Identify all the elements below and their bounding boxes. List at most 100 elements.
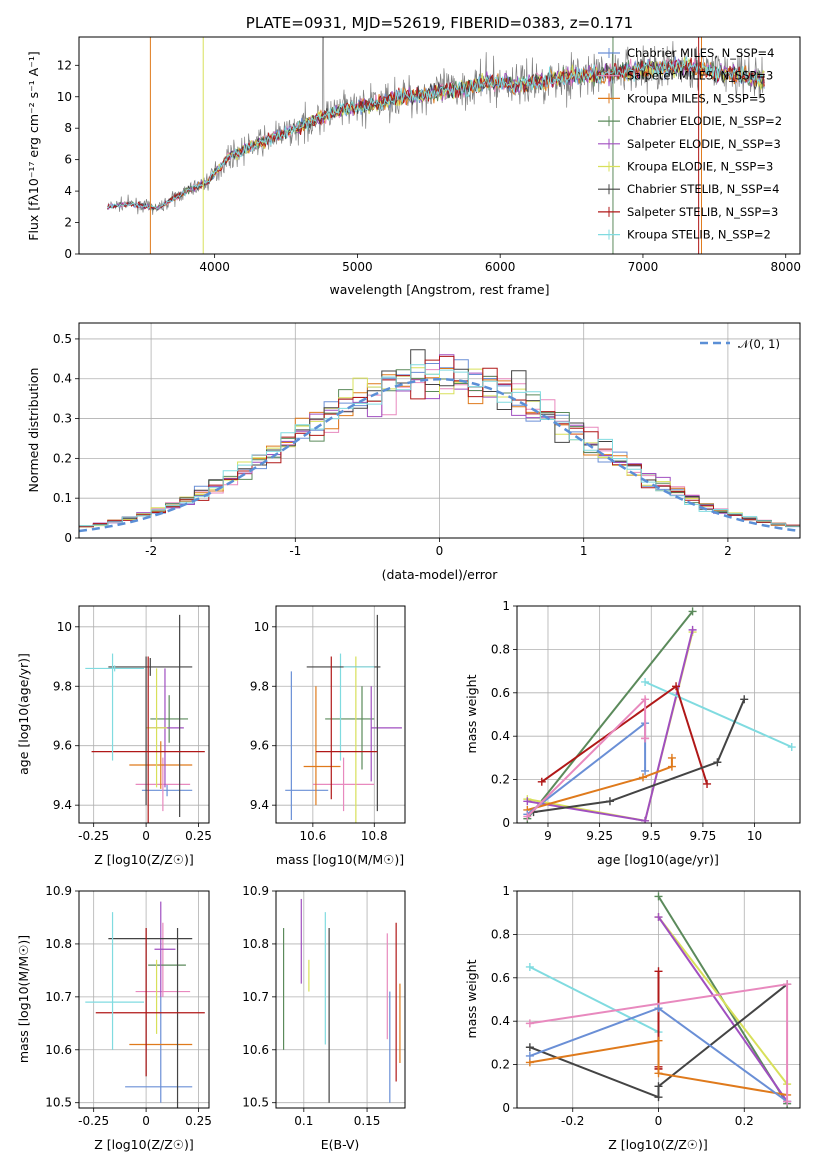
y-tick-label: 10.6 [242, 1043, 269, 1057]
weight-point-marker [667, 762, 676, 771]
weight-point-marker [703, 779, 712, 788]
x-tick-label: 9.75 [690, 829, 717, 843]
y-tick-label: 10 [254, 620, 269, 634]
x-tick-label: 9.5 [642, 829, 661, 843]
x-tick-label: 1 [580, 544, 588, 558]
y-tick-label: 0 [64, 247, 72, 261]
weight-point-marker [641, 766, 650, 775]
residual-histogram [79, 355, 800, 528]
y-tick-label: 10.9 [242, 884, 269, 898]
weight-series-line [529, 966, 659, 1033]
y-tick-label: 9.6 [250, 739, 269, 753]
weight-point-marker [537, 777, 546, 786]
legend-label: Salpeter STELIB, N_SSP=3 [627, 205, 778, 219]
x-tick-label: 0 [142, 1114, 150, 1128]
weight-point-marker [654, 913, 663, 922]
legend-label: Kroupa STELIB, N_SSP=2 [627, 228, 771, 242]
weight-point-marker [688, 625, 697, 634]
weight-point-marker [641, 734, 650, 743]
y-tick-label: 0.4 [491, 729, 510, 743]
weight-series-line [657, 916, 788, 1085]
legend-label: Chabrier STELIB, N_SSP=4 [627, 182, 779, 196]
x-tick-label: 0.25 [185, 829, 212, 843]
weight-point-marker [523, 797, 532, 806]
legend-label: Chabrier MILES, N_SSP=4 [627, 46, 774, 60]
x-tick-label: 0 [142, 829, 150, 843]
y-tick-label: 10.9 [45, 884, 72, 898]
age-vs-mass-panel: 10.6 10.8 9.4 9.6 9.8 10 mass [log10(M/M☉)] [250, 605, 406, 867]
weight-point-marker [525, 1043, 534, 1052]
legend-label: 𝒩(0, 1) [738, 337, 780, 351]
age-vs-mass-xlabel: mass [log10(M/M☉)] [276, 852, 404, 867]
normal-reference-curve [79, 377, 800, 533]
weight-point-marker [654, 967, 663, 976]
y-tick-label: 9.8 [250, 679, 269, 693]
spectrum-panel: 4000 5000 6000 7000 8000 0 2 4 6 8 10 12 PLATE=0931… [26, 14, 801, 297]
y-tick-label: 10 [57, 620, 72, 634]
weight-point-marker [654, 1004, 663, 1013]
weight-point-marker [641, 695, 650, 704]
y-tick-label: 0.2 [491, 773, 510, 787]
y-tick-label: 9.8 [53, 679, 72, 693]
y-tick-label: 0.8 [491, 642, 510, 656]
age-vs-z-ylabel: age [log10(age/yr)] [16, 653, 31, 775]
y-tick-label: 8 [64, 121, 72, 135]
weight-point-marker [783, 1097, 792, 1106]
y-tick-label: 2 [64, 216, 72, 230]
x-tick-label: 7000 [628, 260, 659, 274]
weight-point-marker [654, 1069, 663, 1078]
y-tick-label: 10.5 [242, 1096, 269, 1110]
y-tick-label: 10.7 [242, 990, 269, 1004]
y-tick-label: 10.8 [45, 937, 72, 951]
x-tick-label: -0.25 [78, 829, 109, 843]
y-tick-label: 0.6 [491, 686, 510, 700]
x-tick-label: -2 [145, 544, 157, 558]
y-tick-label: 6 [64, 153, 72, 167]
weight-vs-age-ylabel: mass weight [464, 674, 479, 753]
weight-point-marker [605, 797, 614, 806]
x-tick-label: 10.6 [299, 829, 326, 843]
spectrum-ylabel: Flux [fλ10⁻¹⁷ erg cm⁻² s⁻¹ A⁻¹] [26, 51, 41, 240]
weight-vs-age-panel: 9 9.25 9.5 9.75 10 0 0.2 0.4 0.6 0.8 1 age [log10(… [464, 599, 801, 867]
weight-point-marker [525, 962, 534, 971]
legend-label: Kroupa MILES, N_SSP=5 [627, 91, 766, 105]
y-tick-label: 0.5 [53, 332, 72, 346]
age-vs-metallicity-panel: -0.25 0 0.25 9.4 9.6 9.8 10 Z [log10(Z/Z☉)] ag… [16, 605, 212, 867]
residual-histogram [79, 349, 800, 527]
weight-point-marker [654, 892, 663, 901]
y-tick-label: 10.7 [45, 990, 72, 1004]
y-tick-label: 0.1 [53, 491, 72, 505]
model-spectrum [107, 55, 765, 210]
y-tick-label: 10.6 [45, 1043, 72, 1057]
x-tick-label: 0.25 [185, 1114, 212, 1128]
x-tick-label: 0.15 [354, 1114, 381, 1128]
weight-series-line [644, 681, 793, 748]
x-tick-label: 9.25 [586, 829, 613, 843]
x-tick-label: 4000 [199, 260, 230, 274]
residuals-ylabel: Normed distribution [26, 368, 41, 493]
weight-point-marker [713, 758, 722, 767]
weight-point-marker [654, 1036, 663, 1045]
weight-series-line [527, 757, 673, 811]
y-tick-label: 0 [502, 816, 510, 830]
weight-point-marker [523, 812, 532, 821]
y-tick-label: 10.5 [45, 1096, 72, 1110]
y-tick-label: 0.6 [491, 971, 510, 985]
y-tick-label: 9.4 [53, 798, 72, 812]
y-tick-label: 1 [502, 884, 510, 898]
y-tick-label: 0.4 [53, 372, 72, 386]
x-tick-label: -1 [289, 544, 301, 558]
y-tick-label: 4 [64, 184, 72, 198]
weight-point-marker [740, 695, 749, 704]
weight-vs-z-ylabel: mass weight [464, 959, 479, 1038]
weight-vs-age-xlabel: age [log10(age/yr)] [597, 852, 719, 867]
y-tick-label: 12 [57, 58, 72, 72]
x-tick-label: 10 [747, 829, 762, 843]
weight-point-marker [525, 1051, 534, 1060]
weight-point-marker [667, 753, 676, 762]
weight-vs-metallicity-panel: -0.2 0 0.2 0 0.2 0.4 0.6 0.8 1 Z [log10(Z/Z☉)] m… [464, 884, 801, 1152]
y-tick-label: 0.4 [491, 1014, 510, 1028]
weight-series-line [529, 983, 788, 1099]
weight-point-marker [641, 677, 650, 686]
